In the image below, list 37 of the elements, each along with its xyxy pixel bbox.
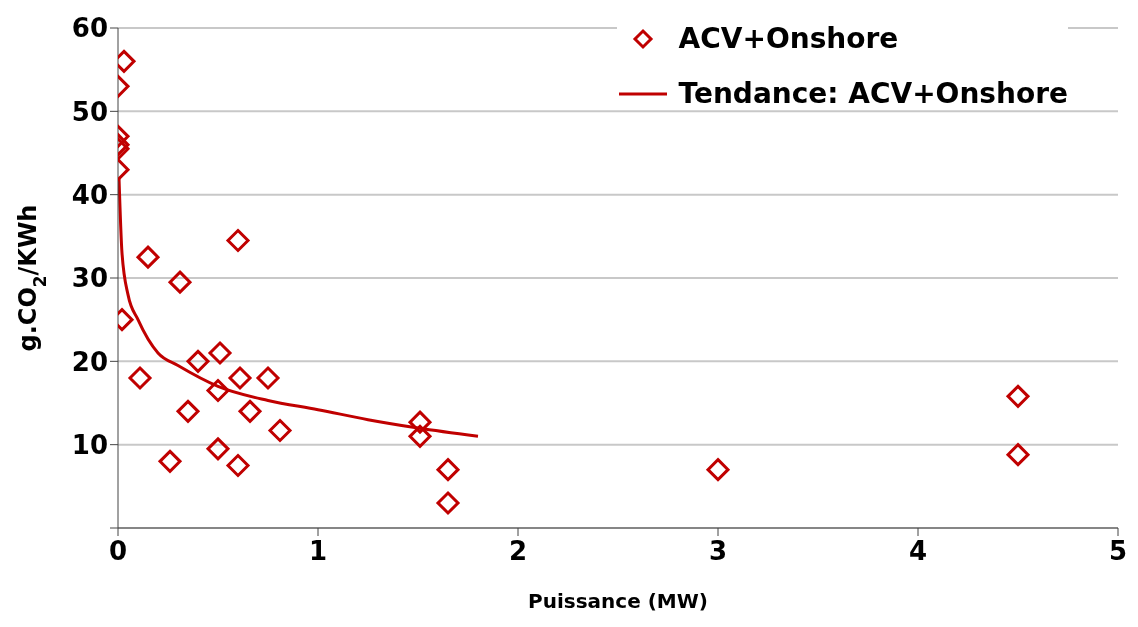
point <box>706 458 730 482</box>
point <box>228 366 252 390</box>
x-tick-label: 5 <box>1108 536 1128 567</box>
point <box>408 424 432 448</box>
point <box>208 341 232 365</box>
point <box>206 379 230 402</box>
point <box>1006 443 1030 467</box>
point <box>436 458 460 482</box>
y-tick-label: 60 <box>71 13 108 44</box>
x-tick-label: 1 <box>308 536 328 567</box>
point <box>1006 384 1030 408</box>
y-tick-label: 20 <box>71 346 108 377</box>
point <box>206 437 230 461</box>
point <box>408 410 432 434</box>
point <box>168 270 192 294</box>
point <box>226 229 250 252</box>
y-tick-label: 10 <box>71 429 108 460</box>
y-tick-label: 30 <box>71 263 108 294</box>
point <box>186 349 210 373</box>
y-tick-label: 50 <box>71 96 108 127</box>
y-tick-label: 40 <box>71 179 108 210</box>
x-tick-label: 3 <box>708 536 728 567</box>
x-tick-label: 4 <box>908 536 928 567</box>
x-tick-label: 0 <box>108 536 128 567</box>
x-axis-title: Puissance (MW) <box>528 589 708 613</box>
point <box>436 491 460 515</box>
point <box>238 399 262 423</box>
point <box>268 419 292 442</box>
point <box>128 366 152 390</box>
point <box>136 245 160 269</box>
x-tick-label: 2 <box>508 536 528 567</box>
point <box>176 399 200 423</box>
point <box>256 366 280 390</box>
point <box>226 454 250 477</box>
legend-label: Tendance: ACV+Onshore <box>678 77 1068 110</box>
point <box>158 449 182 473</box>
legend-label: ACV+Onshore <box>678 22 899 55</box>
